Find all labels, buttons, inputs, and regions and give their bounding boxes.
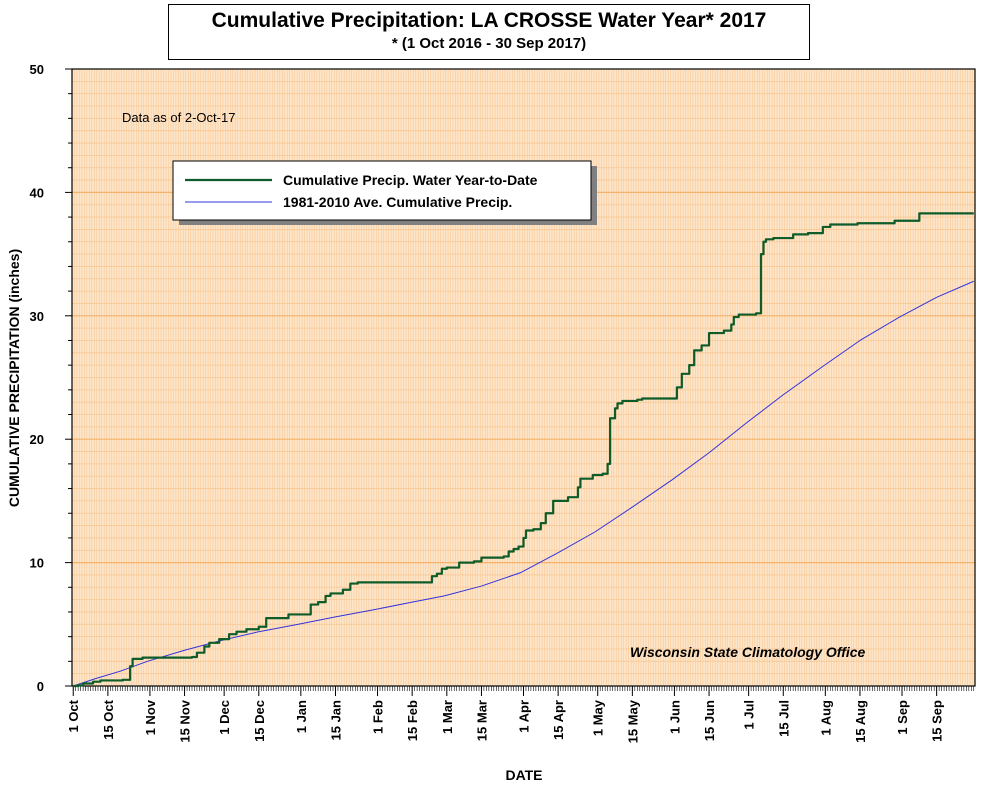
x-tick-label: 1 Apr bbox=[517, 700, 532, 733]
y-tick-label: 10 bbox=[30, 556, 44, 571]
y-tick-label: 30 bbox=[30, 309, 44, 324]
y-axis-title: CUMULATIVE PRECIPITATION (inches) bbox=[6, 249, 22, 507]
credit-annotation: Wisconsin State Climatology Office bbox=[630, 644, 866, 660]
legend-label-observed: Cumulative Precip. Water Year-to-Date bbox=[283, 172, 538, 188]
x-tick-label: 1 Aug bbox=[818, 700, 833, 736]
y-tick-label: 20 bbox=[30, 432, 44, 447]
legend-box bbox=[172, 160, 592, 221]
x-tick-label: 1 Dec bbox=[217, 700, 232, 735]
y-tick-label: 40 bbox=[30, 185, 44, 200]
x-tick-label: 1 Oct bbox=[66, 699, 81, 732]
x-tick-label: 15 Jun bbox=[702, 700, 717, 741]
x-tick-label: 1 Jun bbox=[667, 700, 682, 734]
legend-label-normal: 1981-2010 Ave. Cumulative Precip. bbox=[283, 194, 512, 210]
x-tick-label: 1 Feb bbox=[371, 700, 386, 734]
y-tick-label: 50 bbox=[30, 62, 44, 77]
x-tick-label: 1 Sep bbox=[895, 700, 910, 735]
x-tick-label: 15 Jul bbox=[776, 700, 791, 737]
title-box: Cumulative Precipitation: LA CROSSE Wate… bbox=[168, 4, 810, 60]
x-axis-title: DATE bbox=[505, 767, 542, 783]
x-tick-label: 15 Nov bbox=[178, 699, 193, 742]
x-tick-label: 15 Dec bbox=[252, 700, 267, 742]
chart-subtitle: * (1 Oct 2016 - 30 Sep 2017) bbox=[391, 35, 587, 52]
x-tick-label: 15 Feb bbox=[405, 700, 420, 741]
x-tick-label: 1 Jul bbox=[742, 700, 757, 730]
x-tick-label: 15 Sep bbox=[930, 700, 945, 742]
chart-title: Cumulative Precipitation: LA CROSSE Wate… bbox=[211, 9, 767, 32]
x-tick-label: 15 Apr bbox=[551, 700, 566, 740]
x-tick-label: 1 Jan bbox=[294, 700, 309, 733]
x-tick-label: 15 May bbox=[625, 699, 640, 743]
series-line-observed bbox=[73, 212, 974, 688]
y-tick-label: 0 bbox=[37, 679, 44, 694]
x-tick-label: 15 Jan bbox=[328, 700, 343, 741]
plot-border bbox=[71, 68, 976, 687]
x-tick-label: 15 Mar bbox=[474, 700, 489, 741]
x-tick-label: 1 Mar bbox=[440, 700, 455, 734]
data-as-of-annotation: Data as of 2-Oct-17 bbox=[122, 110, 235, 125]
x-tick-label: 1 Nov bbox=[143, 699, 158, 735]
x-tick-label: 15 Oct bbox=[101, 699, 116, 739]
x-tick-label: 15 Aug bbox=[853, 700, 868, 743]
x-tick-label: 1 May bbox=[591, 699, 606, 736]
series-line-normal bbox=[73, 280, 974, 687]
